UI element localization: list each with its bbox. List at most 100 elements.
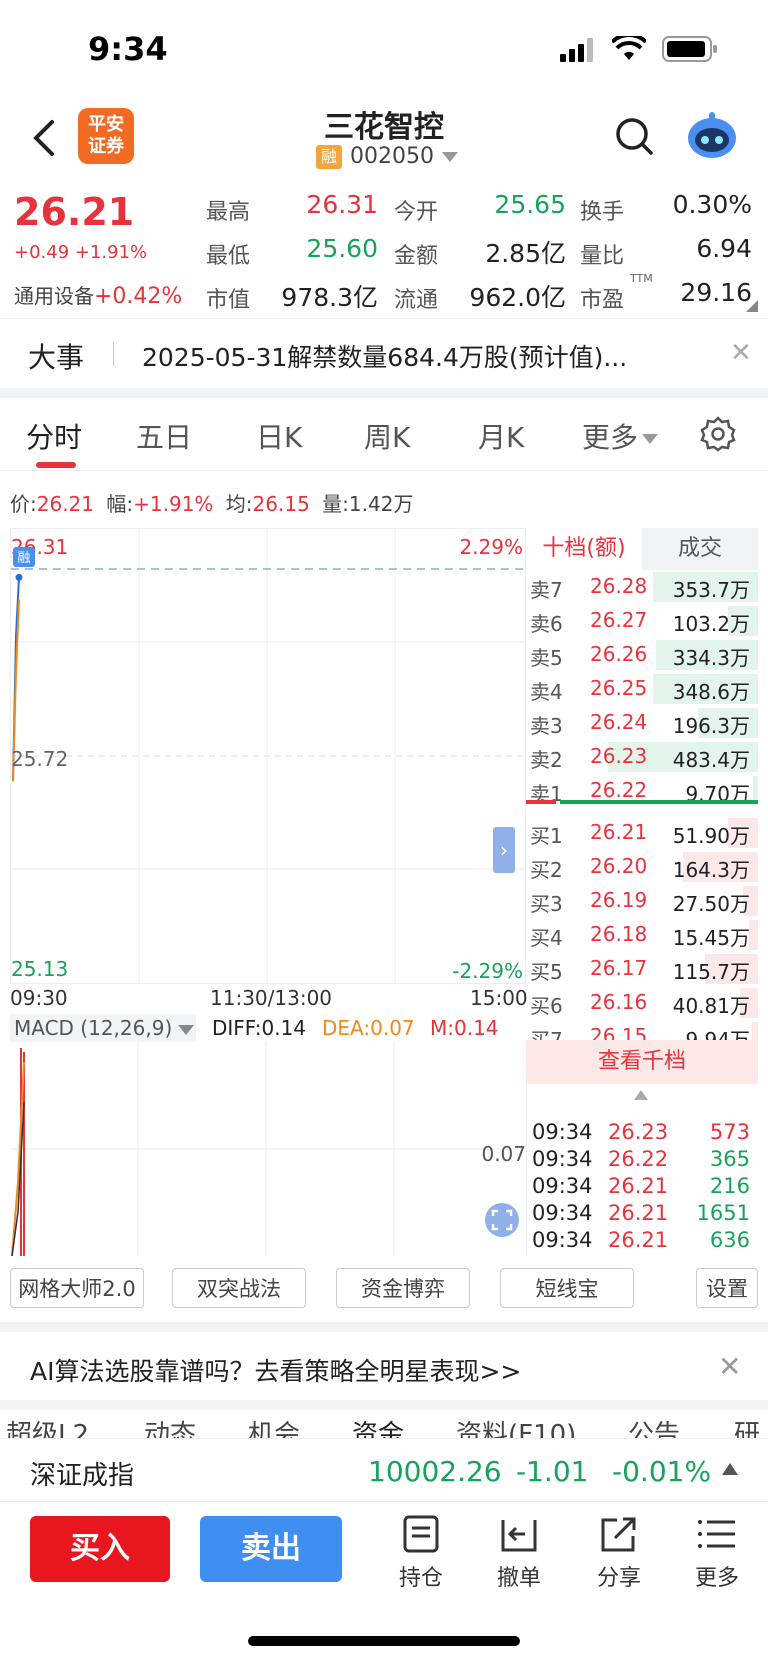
quote-value: 978.3亿 [281,283,378,312]
tab-more[interactable]: 更多 [582,416,659,456]
level-label: 买1 [530,824,563,848]
tab-daily-k[interactable]: 日K [256,421,303,454]
holdings-button[interactable]: 持仓 [386,1514,456,1592]
chevron-up-icon[interactable] [634,1090,648,1100]
macd-tick: 0.07 [481,1142,526,1166]
tool-fund-game[interactable]: 资金博弈 [336,1268,470,1308]
share-button[interactable]: 分享 [584,1514,654,1592]
tool-grid-master[interactable]: 网格大师2.0 [10,1268,144,1308]
ad-banner[interactable]: AI算法选股靠谱吗？去看策略全明星表现>> ✕ [0,1322,768,1410]
stock-code-selector[interactable]: 融 002050 [316,144,458,169]
broker-logo-text: 平安 证券 [88,114,124,157]
price-change: +0.49 +1.91% [14,242,148,263]
quote-value: 6.94 [696,234,752,263]
level-label: 卖3 [530,714,563,738]
search-icon[interactable] [614,116,654,156]
quote-value: 962.0亿 [469,283,566,312]
level-price: 26.17 [590,956,648,980]
ask-level-row[interactable]: 卖3 26.24 196.3万 [526,706,758,740]
tab-monthly-k[interactable]: 月K [478,421,525,454]
tick-vol: 216 [709,1174,750,1198]
close-icon[interactable]: ✕ [730,338,752,368]
expand-orderbook-arrow[interactable]: › [493,827,515,873]
tab-intraday[interactable]: 分时 [26,421,83,454]
volume-bar [740,988,758,1018]
tab-ten-levels[interactable]: 十档(额) [542,536,626,561]
macd-header: MACD (12,26,9) DIFF:0.14 DEA:0.07 M:0.14 [10,1014,526,1042]
event-banner[interactable]: 大事 2025-05-31解禁数量684.4万股(预计值)... ✕ [0,318,768,398]
subtab-l2[interactable]: 超级L2 [6,1420,90,1438]
macd-selector[interactable]: MACD (12,26,9) [10,1014,196,1042]
ask-level-row[interactable]: 卖2 26.23 483.4万 [526,740,758,774]
corner-expand-icon[interactable] [746,300,758,312]
bid-level-row[interactable]: 买1 26.21 51.90万 [526,816,758,850]
level-vol: 27.50万 [672,892,750,916]
gear-icon[interactable] [700,416,736,452]
quote-label: 今开 [394,200,439,225]
subtab-announcement[interactable]: 公告 [628,1420,681,1438]
event-marker-icon[interactable]: 融 [13,547,35,567]
level-label: 买4 [530,926,563,950]
tick-time: 09:34 [532,1147,593,1171]
tick-price: 26.21 [608,1201,669,1225]
subtab-f10[interactable]: 资料(F10) [456,1420,577,1438]
quote-panel: 26.21 +0.49 +1.91% 通用设备+0.42% 最高 26.31 今… [0,180,768,319]
tab-weekly-k[interactable]: 周K [364,421,411,454]
ask-level-row[interactable]: 卖7 26.28 353.7万 [526,570,758,604]
buy-button[interactable]: 买入 [30,1516,170,1582]
volume-bar [753,776,758,806]
cancel-order-label: 撤单 [496,1566,541,1591]
sector-change[interactable]: 通用设备+0.42% [14,280,182,309]
level-label: 买6 [530,994,563,1018]
intraday-chart[interactable]: 26.31 25.72 25.13 2.29% -2.29% 融 › [10,528,526,984]
tool-settings[interactable]: 设置 [696,1268,758,1308]
subtab-research[interactable]: 研 [734,1420,761,1438]
macd-chart[interactable]: 0.07 [10,1042,527,1256]
sell-button[interactable]: 卖出 [200,1516,342,1582]
trade-tick-row: 09:34 26.21 636 [530,1228,754,1256]
macd-label: MACD (12,26,9) [14,1016,173,1040]
event-tag: 大事 [28,341,85,374]
level-price: 26.25 [590,676,648,700]
trade-tick-row: 09:34 26.21 1651 [530,1201,754,1229]
chevron-up-icon[interactable] [722,1463,738,1475]
bid-level-row[interactable]: 买3 26.19 27.50万 [526,884,758,918]
subtab-funds[interactable]: 资金 [352,1420,405,1438]
more-button[interactable]: 更多 [682,1514,752,1592]
macd-dea: DEA:0.07 [322,1016,415,1040]
view-thousand-levels-button[interactable]: 查看千档 [526,1040,758,1084]
ask-level-row[interactable]: 卖6 26.27 103.2万 [526,604,758,638]
close-icon[interactable]: ✕ [718,1350,742,1383]
info-label: 价: [10,492,37,516]
svg-text:融: 融 [17,551,30,566]
quote-label: 金额 [394,244,439,269]
tab-five-day[interactable]: 五日 [136,421,193,454]
tool-short-term[interactable]: 短线宝 [500,1268,634,1308]
back-icon[interactable] [24,114,64,162]
tool-double-break[interactable]: 双突战法 [172,1268,306,1308]
bid-level-row[interactable]: 买2 26.20 164.3万 [526,850,758,884]
tick-price: 26.21 [608,1174,669,1198]
robot-assistant-icon[interactable] [686,110,738,160]
bid-level-row[interactable]: 买6 26.16 40.81万 [526,986,758,1020]
level-price: 26.28 [590,574,648,598]
tab-trades[interactable]: 成交 [642,528,758,570]
fullscreen-icon[interactable] [484,1202,520,1238]
bid-level-row[interactable]: 买5 26.17 115.7万 [526,952,758,986]
cancel-order-button[interactable]: 撤单 [484,1514,554,1592]
x-tick-open: 09:30 [10,986,68,1010]
level-price: 26.27 [590,608,648,632]
bid-level-row[interactable]: 买4 26.18 15.45万 [526,918,758,952]
home-indicator[interactable] [248,1636,520,1646]
ttm-label: TTM [630,272,653,285]
event-text: 2025-05-31解禁数量684.4万股(预计值)... [142,343,628,372]
volume-bar [728,818,758,848]
quote-label: 市盈 [580,288,625,313]
level-vol: 483.4万 [672,748,750,772]
subtab-opportunity[interactable]: 机会 [248,1420,301,1438]
index-ticker[interactable]: 深证成指 10002.26 -1.01 -0.01% [0,1438,768,1502]
ask-level-row[interactable]: 卖5 26.26 334.3万 [526,638,758,672]
subtab-news[interactable]: 动态 [144,1420,197,1438]
ask-level-row[interactable]: 卖4 26.25 348.6万 [526,672,758,706]
volume-bar [743,886,758,916]
